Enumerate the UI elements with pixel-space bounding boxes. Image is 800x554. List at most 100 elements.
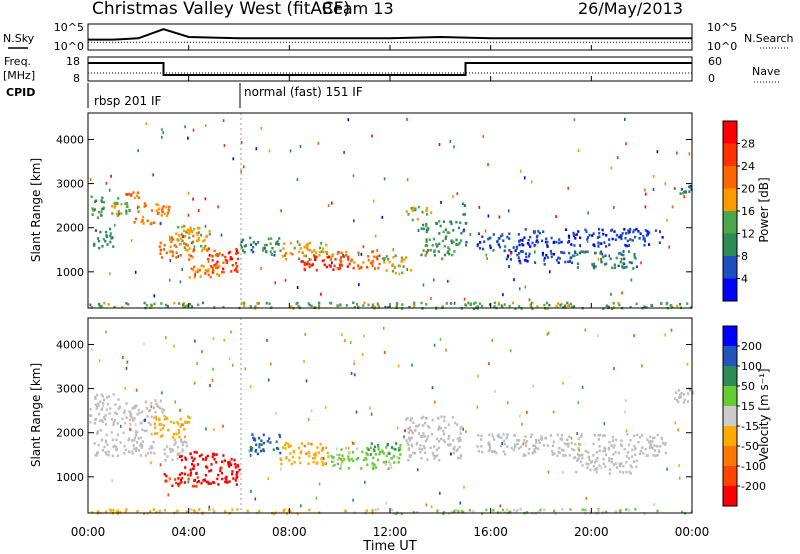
cell-14: [676, 399, 679, 402]
cell-12: [577, 447, 580, 450]
cell-21: [525, 255, 528, 259]
cell-1: [123, 452, 126, 455]
cell-12: [500, 436, 503, 439]
freq-left-tick-top: 18: [66, 55, 80, 68]
cell-16: [625, 508, 628, 511]
sparse-cell: [193, 245, 196, 249]
cell-2: [126, 202, 129, 205]
cell-10: [257, 241, 260, 244]
cell-23: [493, 305, 496, 308]
cell-2: [136, 413, 139, 416]
cell-16: [605, 510, 608, 514]
sparse-cell: [240, 141, 243, 144]
cell-12: [649, 435, 652, 439]
cell-6: [158, 245, 161, 248]
cell-6: [174, 481, 178, 485]
cell-11: [444, 426, 447, 430]
cell-11: [443, 419, 446, 422]
cell-21: [550, 252, 553, 256]
sparse-cell: [547, 470, 550, 474]
cell-11: [440, 437, 443, 441]
cell-12: [634, 453, 637, 456]
cell-15: [112, 509, 115, 512]
cell-11: [457, 439, 460, 443]
sparse-cell: [625, 142, 627, 146]
cell-9: [392, 447, 395, 451]
sparse-cell: [686, 362, 689, 366]
cell-12: [524, 435, 527, 438]
cell-23: [686, 302, 689, 305]
sparse-cell: [434, 400, 436, 404]
cell-11: [307, 248, 310, 252]
sparse-cell: [507, 209, 510, 213]
cell-14: [401, 258, 404, 261]
sparse-cell: [645, 192, 647, 196]
cell-2: [140, 421, 143, 425]
sparse-cell: [168, 479, 170, 483]
cell-11: [411, 430, 414, 433]
cell-5: [228, 480, 231, 483]
sparse-cell: [358, 283, 360, 287]
cell-7: [208, 232, 211, 236]
cell-11: [428, 426, 431, 429]
cell-15: [96, 510, 99, 513]
cell-11: [419, 450, 422, 454]
cell-12: [514, 443, 517, 447]
cell-13: [358, 267, 361, 270]
cell-13: [378, 254, 381, 257]
sparse-cell: [353, 361, 355, 365]
cell-19: [546, 240, 549, 244]
sparse-cell: [381, 215, 384, 219]
cell-1: [96, 430, 99, 433]
cell-12: [506, 434, 509, 437]
cell-7: [254, 448, 258, 452]
cell-9: [350, 457, 353, 461]
sparse-cell: [433, 343, 436, 347]
sparse-cell: [208, 505, 211, 509]
cell-15: [192, 509, 195, 512]
sparse-cell: [148, 447, 151, 451]
cell-13: [620, 462, 623, 465]
cell-2: [158, 406, 161, 410]
cell-13: [608, 457, 611, 460]
cell-23: [165, 303, 168, 307]
cell-12: [641, 446, 644, 450]
cell-5: [197, 479, 200, 483]
cell-2: [123, 411, 126, 415]
cell-11: [407, 436, 411, 440]
sparse-cell: [162, 131, 164, 135]
cell-1: [136, 441, 139, 444]
cell-11: [455, 449, 458, 453]
cell-9: [385, 460, 388, 464]
sparse-cell: [201, 350, 203, 354]
sparse-cell: [303, 360, 305, 363]
sparse-cell: [608, 254, 611, 258]
cell-0: [102, 401, 105, 405]
sparse-cell: [153, 294, 156, 298]
cell-2: [155, 402, 158, 405]
cell-1: [110, 431, 113, 434]
cell-8: [211, 271, 214, 274]
sparse-cell: [586, 240, 589, 243]
cell-5: [204, 458, 207, 461]
y-tick-label: 4000: [56, 133, 84, 146]
cell-7: [260, 439, 263, 443]
sparse-cell: [125, 366, 128, 370]
cell-0: [93, 208, 96, 211]
cell-5: [206, 480, 210, 484]
cell-1: [131, 451, 134, 455]
cell-5: [217, 473, 220, 477]
cell-12: [612, 446, 615, 449]
cell-20: [609, 257, 612, 261]
cell-2: [124, 202, 127, 205]
cell-19: [574, 237, 577, 240]
cell-16: [503, 511, 506, 514]
cell-18: [500, 234, 503, 238]
cell-7: [191, 240, 195, 244]
cell-1: [96, 237, 100, 240]
cell-3: [172, 421, 176, 425]
cell-23: [387, 306, 390, 309]
sparse-cell: [161, 135, 163, 139]
cell-11: [442, 429, 445, 433]
cell-23: [98, 304, 101, 308]
